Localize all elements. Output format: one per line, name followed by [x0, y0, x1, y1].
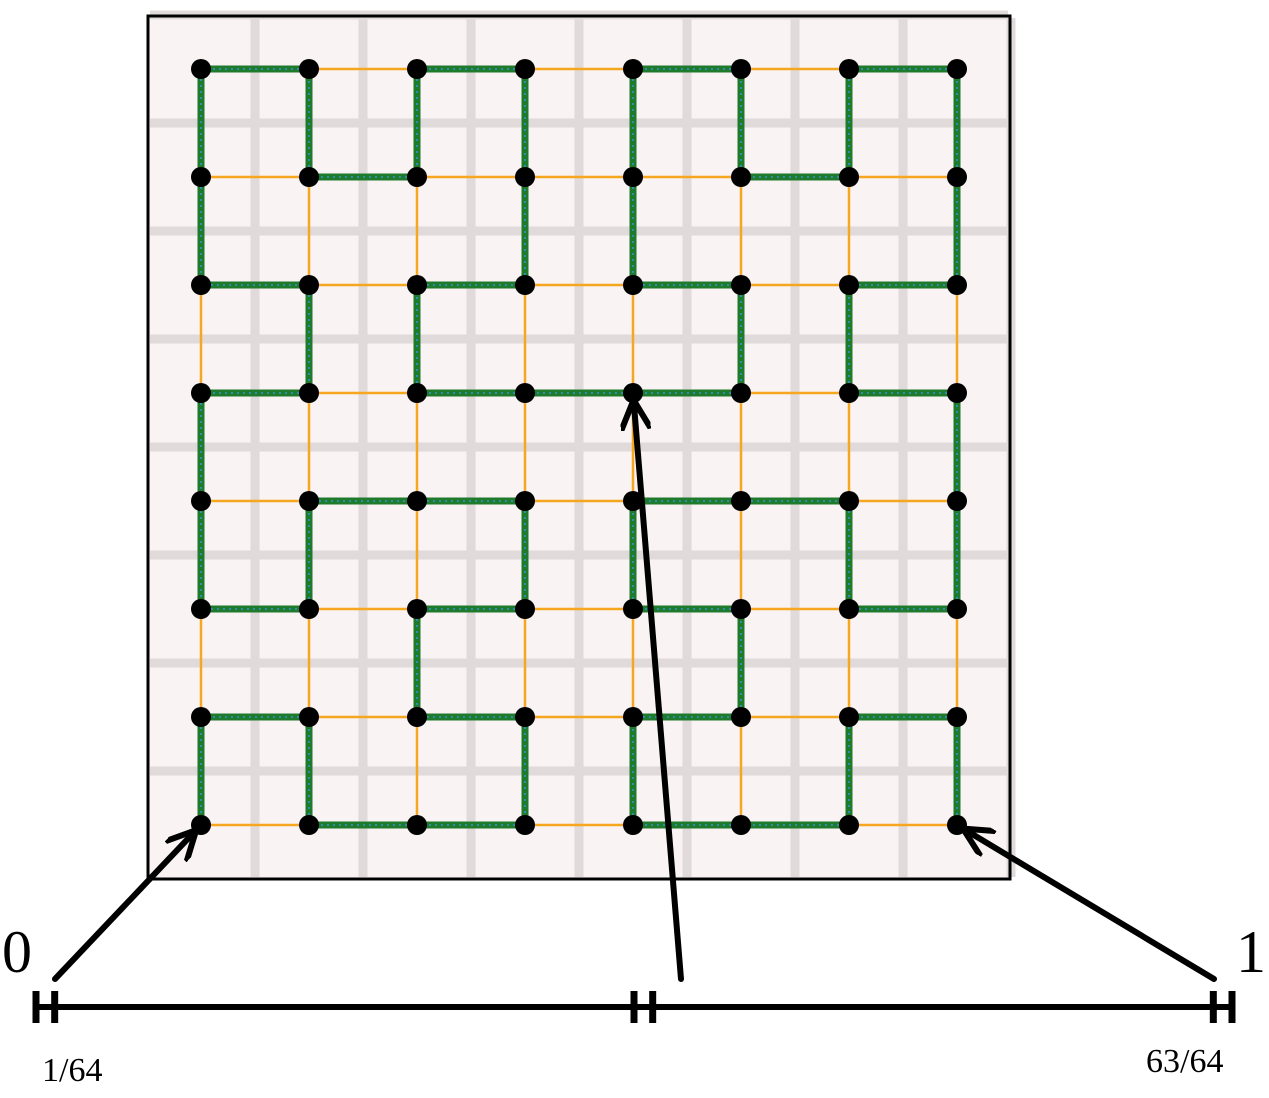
lattice-node: [515, 815, 535, 835]
lattice-node: [731, 815, 751, 835]
lattice-node: [623, 59, 643, 79]
lattice-node: [407, 815, 427, 835]
lattice-node: [731, 707, 751, 727]
lattice-node: [191, 815, 211, 835]
lattice-node: [731, 491, 751, 511]
lattice-node: [407, 383, 427, 403]
lattice-node: [299, 491, 319, 511]
pointer-arrow: [634, 409, 684, 982]
lattice-node: [731, 275, 751, 295]
lattice-node: [623, 815, 643, 835]
lattice-node: [515, 275, 535, 295]
lattice-node: [623, 275, 643, 295]
lattice-node: [191, 275, 211, 295]
lattice-node: [731, 59, 751, 79]
lattice-node: [191, 707, 211, 727]
lattice-node: [515, 383, 535, 403]
lattice-node: [407, 707, 427, 727]
pointer-arrows: [52, 409, 1217, 982]
lattice-node: [299, 167, 319, 187]
lattice-node: [299, 275, 319, 295]
lattice-node: [731, 599, 751, 619]
lattice-node: [839, 167, 859, 187]
lattice-node: [407, 167, 427, 187]
pointer-arrow: [52, 837, 190, 982]
lattice-node: [191, 167, 211, 187]
lattice-node: [623, 383, 643, 403]
lattice-node: [299, 599, 319, 619]
lattice-node: [623, 491, 643, 511]
lattice-node: [191, 59, 211, 79]
label-last-tick: 63/64: [1146, 1043, 1223, 1080]
lattice-node: [947, 59, 967, 79]
lattice-node: [839, 383, 859, 403]
lattice-node: [515, 59, 535, 79]
lattice-node: [407, 59, 427, 79]
lattice-node: [947, 599, 967, 619]
lattice-nodes: [191, 59, 967, 835]
lattice-node: [947, 707, 967, 727]
lattice-node: [623, 707, 643, 727]
lattice-node: [299, 815, 319, 835]
lattice-node: [839, 275, 859, 295]
lattice-node: [947, 275, 967, 295]
panel-border: [146, 14, 1012, 881]
lattice-node: [407, 275, 427, 295]
lattice-node: [839, 707, 859, 727]
lattice-node: [839, 815, 859, 835]
lattice-node: [839, 59, 859, 79]
lattice-node: [299, 383, 319, 403]
lattice-node: [515, 707, 535, 727]
grid-panel: [146, 10, 1016, 881]
lattice-node: [623, 167, 643, 187]
label-first-tick: 1/64: [42, 1052, 102, 1089]
lattice-node: [731, 167, 751, 187]
lattice-node: [623, 599, 643, 619]
hilbert-curve-path: [197, 65, 961, 829]
lattice-node: [299, 707, 319, 727]
lattice-node: [839, 599, 859, 619]
hilbert-curve-dots: [200, 68, 958, 826]
label-one: 1: [1236, 919, 1266, 985]
lattice-node: [515, 491, 535, 511]
number-line: [32, 991, 1236, 1023]
lattice-node: [191, 599, 211, 619]
lattice-node: [407, 599, 427, 619]
lattice-node: [731, 383, 751, 403]
lattice-node: [947, 383, 967, 403]
lattice-node: [947, 491, 967, 511]
label-zero: 0: [2, 919, 32, 985]
pointer-arrow: [971, 833, 1217, 982]
lattice-node: [515, 167, 535, 187]
lattice-node: [947, 815, 967, 835]
lattice-node: [191, 491, 211, 511]
lattice-node: [299, 59, 319, 79]
lattice-node: [191, 383, 211, 403]
lattice-node: [839, 491, 859, 511]
lattice-node: [947, 167, 967, 187]
lattice-node: [515, 599, 535, 619]
lattice-node: [407, 491, 427, 511]
